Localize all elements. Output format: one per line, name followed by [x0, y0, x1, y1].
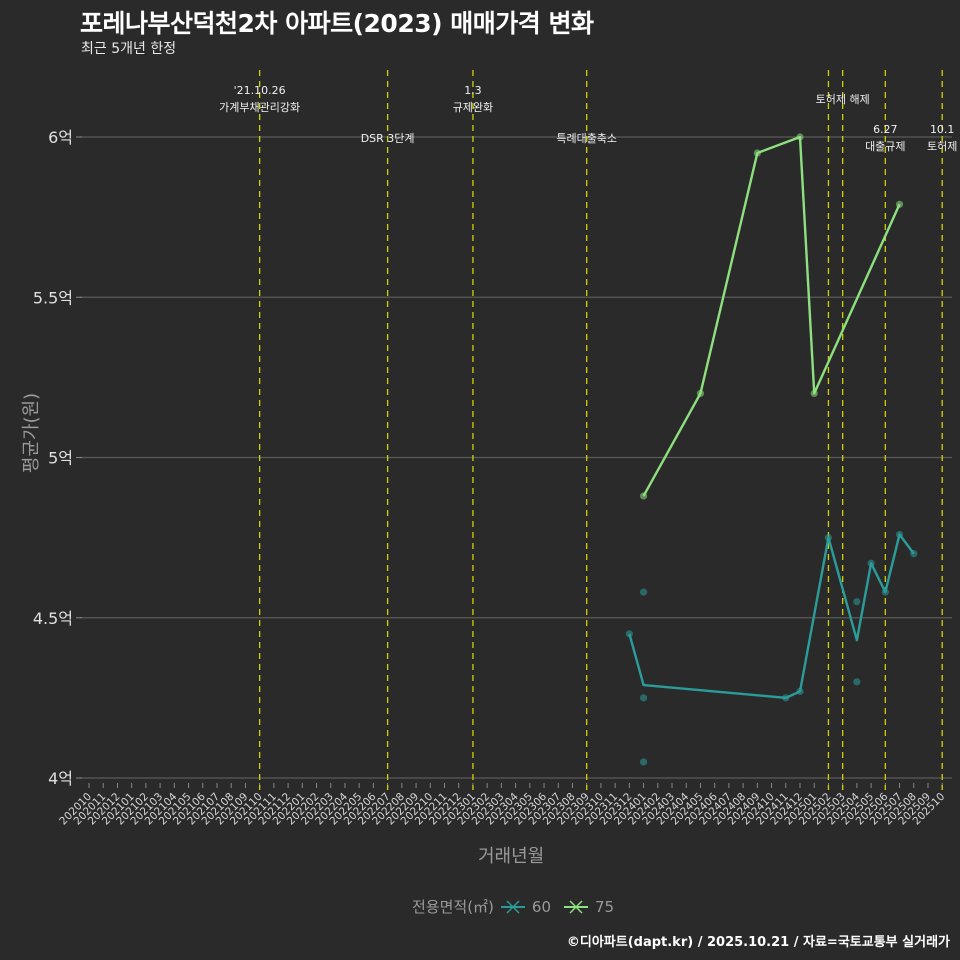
legend-label-60: 60 [531, 897, 551, 916]
legend-key-60-icon [500, 899, 526, 915]
event-annotation: 1.3 [464, 84, 482, 97]
series-line-60 [628, 533, 915, 700]
legend: 전용면적(㎡) 60 75 [412, 896, 614, 917]
x-axis-label: 거래년월 [478, 846, 545, 867]
event-annotation: 대출규제 [865, 140, 905, 153]
legend-title: 전용면적(㎡) [412, 898, 494, 916]
data-point [853, 678, 861, 686]
chart-subtitle: 최근 5개년 한정 [81, 41, 177, 57]
event-annotation: 10.1 [930, 123, 955, 136]
y-tick-label: 6억 [48, 128, 73, 147]
data-point [639, 694, 648, 702]
event-annotation: 가계부채관리강화 [219, 101, 300, 114]
event-annotation: DSR 3단계 [361, 132, 415, 145]
legend-label-75: 75 [595, 897, 615, 916]
chart-title: 포레나부산덕천2차 아파트(2023) 매매가격 변화 [80, 9, 594, 38]
event-annotation: 토허제 해제 [816, 92, 870, 106]
data-point [639, 588, 648, 596]
event-annotation: 특례대출축소 [556, 132, 617, 145]
event-annotation: 규제완화 [453, 101, 493, 114]
legend-key-75-icon [563, 899, 589, 915]
event-annotation: 6.27 [873, 123, 898, 136]
y-tick-label: 5.5억 [33, 288, 73, 307]
series-line-75 [642, 135, 901, 497]
y-tick-label: 4억 [48, 769, 73, 788]
event-annotation: 토허제 [927, 140, 957, 153]
data-point [853, 598, 861, 606]
data-point [639, 758, 648, 766]
y-tick-label: 4.5억 [33, 609, 73, 628]
y-tick-label: 5억 [48, 449, 73, 468]
event-annotation: '21.10.26 [234, 84, 286, 97]
source-caption: ©디아파트(dapt.kr) / 2025.10.21 / 자료=국토교통부 실… [566, 935, 950, 950]
y-axis-label: 평균가(원) [21, 392, 42, 474]
